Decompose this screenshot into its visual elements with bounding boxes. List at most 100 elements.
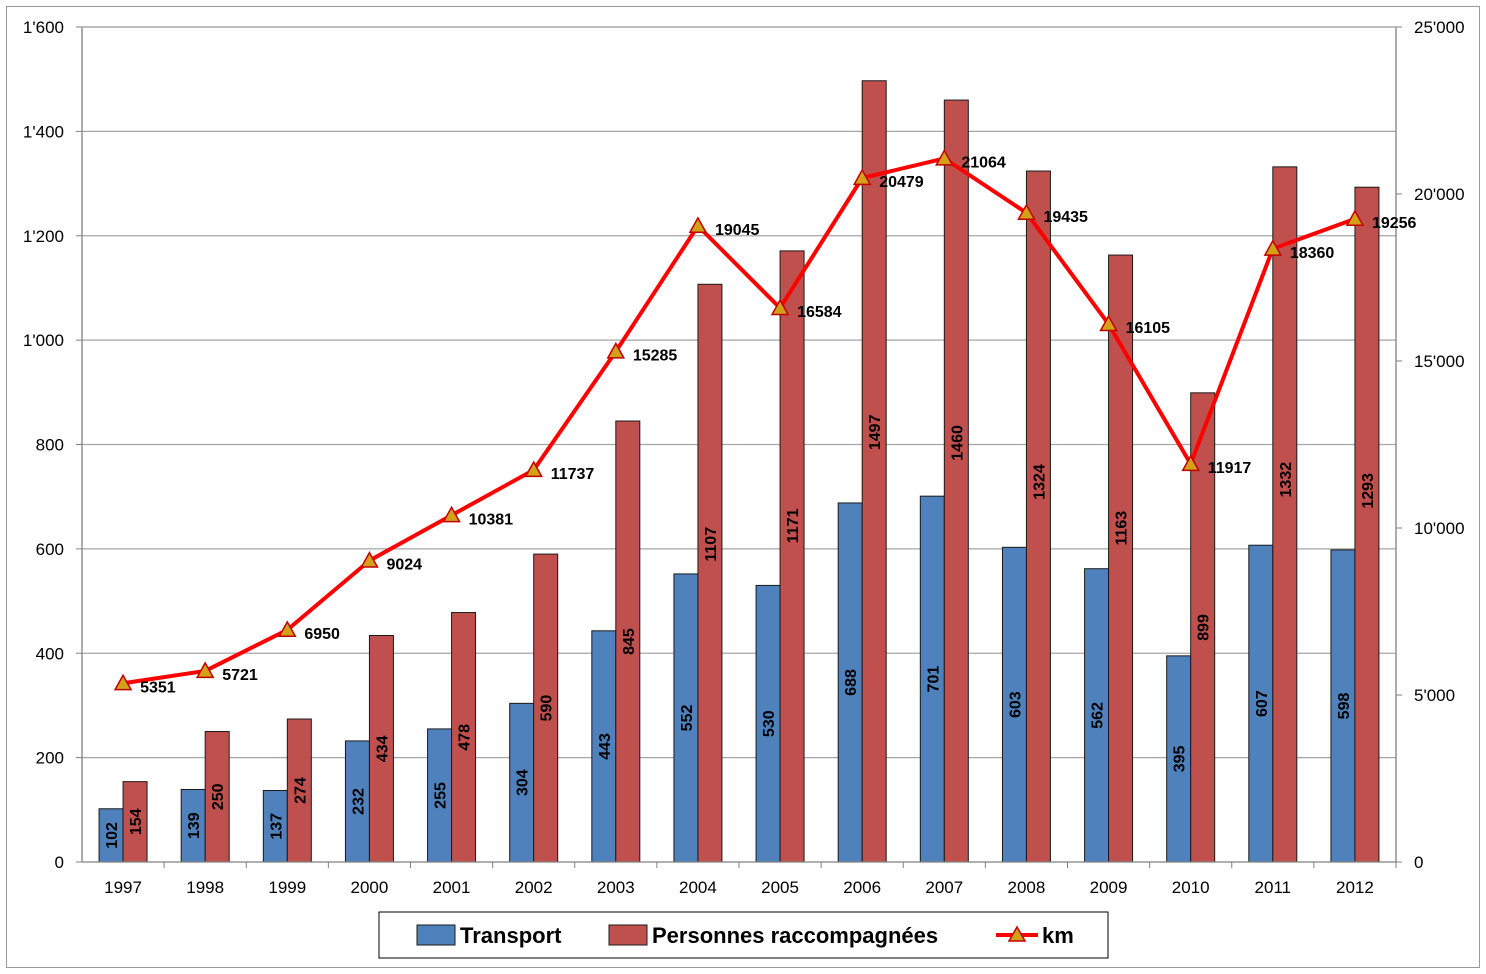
km-marker xyxy=(606,341,626,359)
left-tick-label: 1'400 xyxy=(23,122,64,141)
x-tick-label: 2000 xyxy=(351,878,389,897)
bar-label-personnes: 899 xyxy=(1196,614,1213,641)
bar-transport xyxy=(1248,544,1274,863)
bar-label-personnes: 1332 xyxy=(1278,462,1295,498)
bar-label-transport: 304 xyxy=(515,769,532,796)
bar-transport xyxy=(837,502,863,863)
left-tick-label: 1'200 xyxy=(23,227,64,246)
bar-label-personnes: 1324 xyxy=(1031,464,1048,500)
km-marker xyxy=(935,148,954,166)
left-tick-label: 400 xyxy=(36,644,64,663)
bar-label-transport: 395 xyxy=(1172,745,1189,772)
km-polyline xyxy=(122,156,1356,686)
bar-label-transport: 552 xyxy=(679,705,696,732)
km-label: 10381 xyxy=(469,511,514,528)
bar-personnes xyxy=(615,420,641,863)
km-label: 19435 xyxy=(1043,209,1088,226)
bar-label-personnes: 845 xyxy=(621,628,638,655)
axes: 02004006008001'0001'2001'4001'60005'0001… xyxy=(23,18,1465,897)
km-label: 5351 xyxy=(140,679,176,696)
bar-label-transport: 102 xyxy=(104,822,121,849)
km-marker xyxy=(113,673,133,691)
km-label: 19045 xyxy=(715,222,760,239)
bar-transport xyxy=(919,495,945,863)
bar-label-transport: 562 xyxy=(1090,702,1107,729)
bar-label-personnes: 1460 xyxy=(949,425,966,461)
bar-label-personnes: 250 xyxy=(210,783,227,810)
x-tick-label: 1997 xyxy=(104,878,142,897)
x-tick-label: 2009 xyxy=(1090,878,1128,897)
legend-swatch-personnes xyxy=(608,924,648,946)
right-tick-label: 10'000 xyxy=(1414,519,1465,538)
bar-label-transport: 530 xyxy=(761,710,778,737)
right-tick-label: 20'000 xyxy=(1414,185,1465,204)
data-labels: 102 154 139 250 137 274 232 434 255 478 304 590 443 8… xyxy=(104,154,1416,848)
legend-label-personnes: Personnes raccompagnées xyxy=(652,923,938,948)
km-label: 19256 xyxy=(1372,215,1417,232)
bar-personnes xyxy=(1025,170,1051,863)
legend-marker-km xyxy=(1007,925,1027,942)
bar-transport xyxy=(1001,546,1027,863)
bar-personnes xyxy=(451,612,477,863)
legend-swatch-transport xyxy=(416,924,456,946)
left-tick-label: 800 xyxy=(36,436,64,455)
km-label: 5721 xyxy=(222,667,258,684)
x-tick-label: 2007 xyxy=(925,878,963,897)
km-label: 9024 xyxy=(386,557,422,574)
legend: Transport Personnes raccompagnées km xyxy=(378,911,1109,959)
bar-transport xyxy=(344,740,370,863)
left-tick-label: 600 xyxy=(36,540,64,559)
bar-label-personnes: 478 xyxy=(457,724,474,751)
km-marker xyxy=(1181,454,1200,472)
bar-label-personnes: 1293 xyxy=(1360,473,1377,509)
bar-transport xyxy=(673,573,699,863)
x-tick-label: 2006 xyxy=(843,878,881,897)
left-tick-label: 200 xyxy=(36,749,64,768)
km-marker xyxy=(770,298,790,316)
km-marker xyxy=(195,661,215,679)
km-marker xyxy=(688,216,708,234)
bar-label-personnes: 590 xyxy=(539,695,556,722)
km-label: 16584 xyxy=(797,304,842,321)
x-tick-label: 1998 xyxy=(186,878,224,897)
right-tick-label: 5'000 xyxy=(1414,686,1455,705)
bar-label-transport: 688 xyxy=(843,669,860,696)
bar-personnes xyxy=(943,99,969,863)
bar-transport xyxy=(591,630,617,863)
bar-label-transport: 137 xyxy=(268,813,285,840)
bar-personnes xyxy=(779,250,805,863)
x-tick-label: 2011 xyxy=(1255,878,1292,897)
bar-personnes xyxy=(861,80,887,863)
left-tick-label: 1'000 xyxy=(23,331,64,350)
bar-personnes xyxy=(122,781,148,863)
chart-frame xyxy=(6,6,1480,968)
bar-label-transport: 232 xyxy=(350,788,367,815)
legend-label-transport: Transport xyxy=(460,923,562,948)
bar-personnes xyxy=(1354,186,1380,863)
x-tick-label: 1999 xyxy=(268,878,306,897)
bar-label-personnes: 154 xyxy=(128,808,145,835)
km-marker xyxy=(1017,203,1036,221)
bar-label-personnes: 1497 xyxy=(867,414,884,450)
km-marker xyxy=(278,620,297,638)
km-line xyxy=(113,148,1365,691)
bar-personnes xyxy=(1272,166,1298,863)
km-marker xyxy=(360,551,379,568)
km-label: 6950 xyxy=(304,626,340,643)
bar-label-transport: 607 xyxy=(1254,690,1271,717)
km-marker xyxy=(442,505,461,523)
km-label: 16105 xyxy=(1126,320,1171,337)
bar-personnes xyxy=(286,718,312,863)
x-tick-label: 2008 xyxy=(1008,878,1046,897)
bar-label-transport: 603 xyxy=(1007,691,1024,718)
km-marker xyxy=(1263,239,1283,256)
bar-label-transport: 443 xyxy=(597,733,614,760)
right-tick-label: 25'000 xyxy=(1414,18,1465,37)
bar-transport xyxy=(1330,549,1356,863)
km-marker xyxy=(524,460,543,478)
x-tick-label: 2004 xyxy=(679,878,717,897)
bar-label-transport: 139 xyxy=(186,812,203,839)
left-tick-label: 1'600 xyxy=(23,18,64,37)
bar-label-personnes: 274 xyxy=(292,777,309,804)
